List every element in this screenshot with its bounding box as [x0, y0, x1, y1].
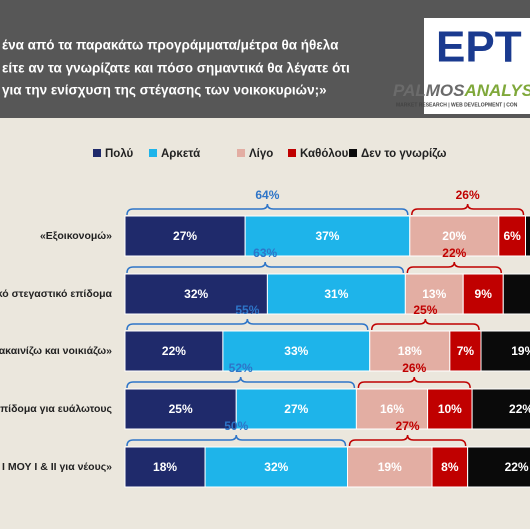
bracket-label: 27%	[396, 419, 420, 433]
bracket-label: 26%	[456, 188, 480, 202]
brand-part: ANALYS	[463, 81, 530, 100]
value-label: 32%	[184, 287, 208, 301]
legend-swatch	[93, 149, 101, 157]
plot: Πολύ Αρκετά Λίγο Καθόλου Δεν το γνωρίζω «Εξοι…	[0, 148, 530, 488]
bracket-label: 64%	[255, 188, 279, 202]
logo: ΕΡΤ	[436, 23, 522, 72]
bar-segment	[244, 215, 411, 257]
value-label: 8%	[441, 460, 459, 474]
header-line: είτε αν τα γνωρίζατε και πόσο σημαντικά …	[2, 61, 350, 76]
category-label: Ι ΜΟΥ Ι & ΙΙ για νέους»	[2, 461, 112, 473]
value-label: 25%	[169, 402, 193, 416]
value-label: 37%	[315, 229, 339, 243]
bracket	[126, 318, 369, 331]
bracket-label: 50%	[224, 419, 248, 433]
logo-box	[424, 18, 530, 114]
brand-part: PALMOS	[393, 81, 465, 100]
category-label: «Εξοικονομώ»	[40, 230, 112, 242]
bar-segment	[222, 330, 371, 372]
value-label: 18%	[398, 344, 422, 358]
category-label: κό στεγαστικό επίδομα	[0, 288, 113, 300]
bracket	[406, 261, 502, 274]
bar-segment	[471, 388, 530, 430]
bar-segment	[124, 330, 224, 372]
legend-label: Αρκετά	[161, 148, 200, 160]
category-label: επίδομα για ευάλωτους	[0, 403, 113, 415]
brand: PALMOSANALYS	[393, 81, 530, 100]
value-label: 6%	[503, 229, 521, 243]
value-label: 32%	[264, 460, 288, 474]
value-label: 20%	[442, 229, 466, 243]
bracket	[126, 376, 356, 389]
legend-swatch	[149, 149, 157, 157]
bar-segment	[369, 330, 451, 372]
legend-label: Καθόλου	[300, 148, 349, 160]
value-label: 16%	[380, 402, 404, 416]
bar-segment	[431, 446, 469, 488]
value-label: 19%	[378, 460, 402, 474]
bar-segment	[235, 388, 357, 430]
category-label: ρακαινίζω και νοικιάζω»	[0, 345, 112, 357]
bracket	[357, 376, 471, 389]
bracket	[126, 203, 409, 216]
bracket-label: 22%	[442, 246, 466, 260]
value-label: 18%	[153, 460, 177, 474]
bracket	[348, 434, 467, 447]
bracket	[126, 261, 405, 274]
value-label: 33%	[284, 344, 308, 358]
value-label: 31%	[324, 287, 348, 301]
bar-segment	[427, 388, 473, 430]
bar-segment	[266, 273, 406, 315]
bar-segment	[409, 215, 500, 257]
value-label: 7%	[457, 344, 475, 358]
value-label: 22%	[162, 344, 186, 358]
value-label: 22%	[505, 460, 529, 474]
bracket	[411, 203, 525, 216]
bar-segment	[525, 215, 530, 257]
legend-label: Πολύ	[105, 148, 134, 160]
value-label: 19%	[511, 344, 530, 358]
bar-segment	[355, 388, 429, 430]
legend-label: Λίγο	[249, 148, 273, 160]
bar-segment	[204, 446, 348, 488]
bar-segment	[480, 330, 530, 372]
bracket-label: 55%	[235, 303, 259, 317]
bar-segment	[124, 446, 206, 488]
bar-segment	[124, 215, 246, 257]
header-line: για την ενίσχυση της στέγασης των νοικοκ…	[2, 83, 327, 98]
bracket	[126, 434, 347, 447]
tagline: MARKET RESEARCH | WEB DEVELOPMENT | CON	[396, 102, 518, 108]
bar-segment	[462, 273, 504, 315]
value-label: 27%	[173, 229, 197, 243]
bracket-label: 63%	[253, 246, 277, 260]
bar-segment	[467, 446, 530, 488]
bar-segment	[449, 330, 482, 372]
legend-swatch	[288, 149, 296, 157]
legend-swatch	[237, 149, 245, 157]
header-line: ένα από τα παρακάτω προγράμματα/μέτρα θα…	[2, 38, 339, 53]
bracket-label: 52%	[229, 361, 253, 375]
value-label: 13%	[422, 287, 446, 301]
bracket	[371, 318, 480, 331]
bar-segment	[404, 273, 464, 315]
legend-swatch	[349, 149, 357, 157]
bracket-label: 26%	[402, 361, 426, 375]
bar-segment	[124, 273, 268, 315]
value-label: 10%	[438, 402, 462, 416]
value-label: 27%	[284, 402, 308, 416]
value-label: 22%	[509, 402, 530, 416]
legend-label: Δεν το γνωρίζω	[361, 148, 447, 160]
bar-segment	[502, 273, 530, 315]
bracket-label: 25%	[413, 303, 437, 317]
value-label: 9%	[475, 287, 493, 301]
